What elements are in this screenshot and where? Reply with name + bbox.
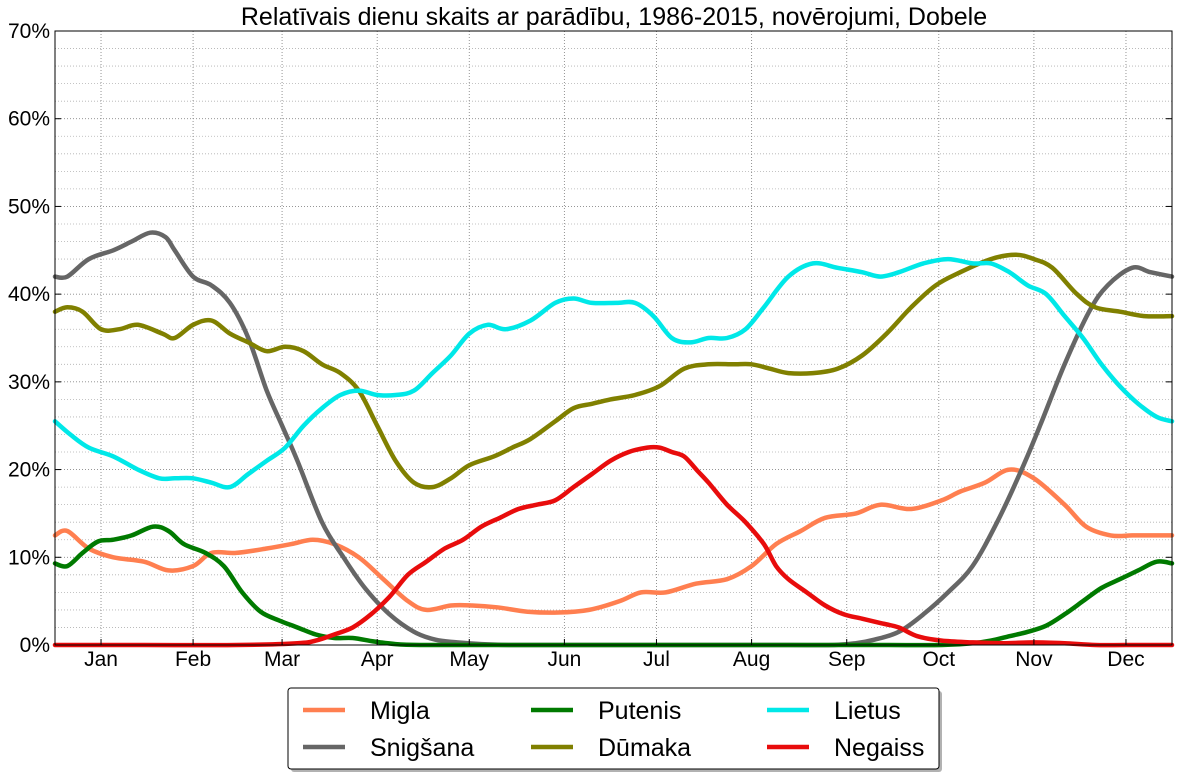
series-lines [52,230,1175,648]
x-tick-label: Dec [1107,648,1144,671]
x-tick-label: Jan [84,648,118,671]
x-tick-label: Nov [1015,648,1053,671]
legend-label-negaiss: Negaiss [834,734,924,762]
y-tick-label: 0% [20,634,50,657]
y-tick-label: 40% [8,283,50,306]
chart-title: Relatīvais dienu skaits ar parādību, 198… [241,3,987,31]
y-tick-label: 20% [8,459,50,482]
y-axis-ticks: 0% 10% 20% 30% 40% 50% 60% 70% [8,20,1172,657]
legend-label-putenis: Putenis [598,697,681,725]
series-line-lietus [52,256,1175,490]
x-tick-label: Jul [643,648,670,671]
x-tick-label: Aug [733,648,770,671]
series-line-negaiss [52,444,1175,648]
minor-gridlines [55,48,1172,628]
legend: Migla Snigšana Putenis Dūmaka Lietus Negaiss [287,687,942,772]
y-tick-label: 10% [8,546,50,569]
x-axis-ticks: Jan Feb Mar Apr May Jun Jul Aug Sep Oct Nov Dec [84,639,1145,671]
x-tick-label: Mar [264,648,300,671]
y-tick-label: 30% [8,371,50,394]
x-tick-label: Feb [175,648,211,671]
legend-label-migla: Migla [370,697,430,725]
x-tick-label: Jun [547,648,581,671]
x-tick-label: Sep [828,648,865,671]
y-tick-label: 50% [8,195,50,218]
y-tick-label: 70% [8,20,50,43]
legend-label-snigsana: Snigšana [370,734,474,762]
x-tick-label: Apr [361,648,394,671]
series-line-migla [52,467,1175,615]
legend-label-lietus: Lietus [834,697,901,725]
legend-label-dumaka: Dūmaka [598,734,691,762]
plot-frame [54,30,1173,646]
series-line-dumaka [52,252,1175,490]
y-tick-label: 60% [8,108,50,131]
x-tick-label: Oct [922,648,955,671]
x-tick-label: May [449,648,489,671]
